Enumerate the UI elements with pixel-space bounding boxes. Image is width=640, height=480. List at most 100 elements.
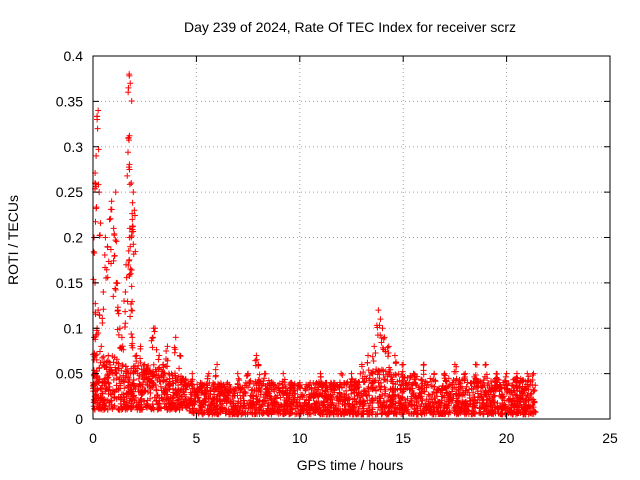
y-axis-label: ROTI / TECUs [5,195,21,285]
roti-point [150,361,157,368]
roti-point [211,406,218,413]
y-tick-label: 0.05 [56,366,83,382]
roti-peak-point [149,344,156,351]
roti-point [247,377,254,384]
roti-point [367,384,374,391]
roti-point [191,405,198,412]
roti-point [407,386,414,393]
roti-point [105,391,112,398]
roti-point [174,397,181,404]
roti-point [423,410,430,417]
roti-point [235,384,242,391]
roti-point [322,387,329,394]
roti-point [118,367,125,374]
roti-point [118,395,125,402]
roti-point [282,383,289,390]
roti-point [335,400,342,407]
roti-point [423,384,430,391]
roti-peak-point [260,380,267,387]
roti-point [272,409,279,416]
x-tick-label: 5 [193,430,201,446]
roti-peak-point [377,332,384,339]
roti-point [384,377,391,384]
roti-point [387,401,394,408]
roti-point [176,401,183,408]
roti-point [397,385,404,392]
roti-point [300,410,307,417]
roti-peak-point [212,373,219,380]
roti-point [317,382,324,389]
roti-peak-point [90,367,97,374]
roti-point [252,409,259,416]
roti-point [429,399,436,406]
roti-point [113,356,120,363]
roti-point [460,391,467,398]
roti-point [333,408,340,415]
roti-point [325,401,332,408]
roti-point [511,408,518,415]
roti-peak-point [125,149,132,156]
roti-peak-point [270,386,277,393]
roti-peak-point [156,352,163,359]
roti-peak-point [181,380,188,387]
roti-point [369,397,376,404]
roti-point [261,398,268,405]
roti-point [254,399,261,406]
roti-point [268,397,275,404]
roti-point [509,382,516,389]
roti-point [175,382,182,389]
roti-point [232,403,239,410]
roti-point [229,393,236,400]
roti-peak-point [384,353,391,360]
roti-point [523,387,530,394]
roti-point [415,384,422,391]
roti-point [98,406,105,413]
roti-point [376,400,383,407]
roti-point [267,393,274,400]
roti-point [136,372,143,379]
roti-peak-point [113,238,120,245]
roti-point [305,397,312,404]
x-tick-label: 10 [292,430,308,446]
roti-point [234,392,241,399]
roti-point [263,385,270,392]
roti-peak-point [126,161,133,168]
roti-point [126,376,133,383]
roti-peak-point [371,343,378,350]
roti-peak-point [385,350,392,357]
roti-point [494,404,501,411]
roti-point [404,395,411,402]
roti-peak-point [115,331,122,338]
roti-point [247,397,254,404]
roti-peak-point [125,84,132,91]
roti-point [141,397,148,404]
roti-point [491,392,498,399]
roti-point [289,406,296,413]
roti-point [284,400,291,407]
roti-point [277,387,284,394]
roti-point [260,407,267,414]
roti-peak-point [97,220,104,227]
roti-peak-point [106,216,113,223]
roti-point [407,374,414,381]
roti-point [206,379,213,386]
roti-point [489,404,496,411]
roti-point [164,391,171,398]
roti-point [366,392,373,399]
roti-point [422,378,429,385]
roti-peak-point [127,313,134,320]
roti-peak-point [118,334,125,341]
roti-point [514,387,521,394]
roti-peak-point [493,374,500,381]
plot-frame [92,55,611,420]
roti-peak-point [296,383,303,390]
roti-point [351,386,358,393]
roti-point [480,377,487,384]
roti-point [212,386,219,393]
roti-peak-point [145,375,152,382]
roti-point [488,401,495,408]
roti-point [355,389,362,396]
roti-point [138,392,145,399]
roti-point [232,402,239,409]
roti-peak-point [129,216,136,223]
